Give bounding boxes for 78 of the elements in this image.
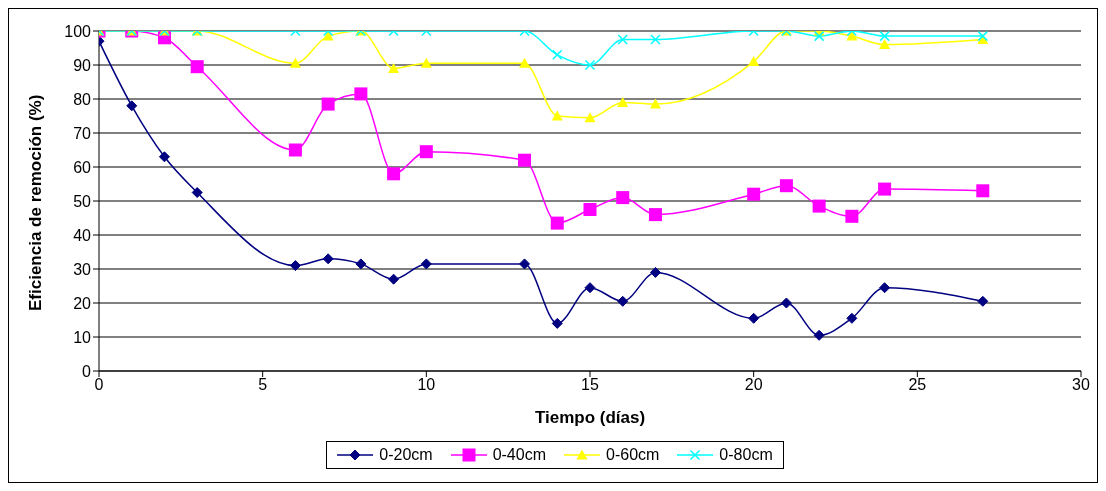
- point: [387, 167, 401, 181]
- point: [748, 312, 760, 324]
- point: [158, 151, 170, 163]
- point: [812, 199, 826, 213]
- y-tick-label: 30: [73, 260, 92, 278]
- y-tick-label: 90: [73, 56, 92, 74]
- x-axis-title: Tiempo (días): [534, 408, 646, 427]
- point: [878, 182, 892, 196]
- y-tick-label: 0: [82, 362, 92, 380]
- point: [519, 258, 531, 270]
- point: [583, 203, 597, 216]
- point: [846, 312, 858, 324]
- point: [354, 87, 368, 101]
- point: [584, 59, 596, 71]
- x-tick-label: 0: [94, 376, 104, 394]
- point: [419, 145, 433, 159]
- point: [552, 49, 563, 61]
- legend-label: 0-80cm: [719, 446, 773, 464]
- point: [288, 143, 302, 157]
- x-tick-label: 5: [258, 376, 268, 394]
- legend-label: 0-60cm: [606, 446, 660, 464]
- point: [289, 57, 301, 68]
- point: [747, 187, 761, 201]
- point: [388, 273, 400, 285]
- point: [617, 295, 629, 307]
- point: [845, 209, 859, 223]
- point: [813, 31, 825, 42]
- point: [126, 100, 138, 112]
- point: [388, 62, 400, 73]
- point: [322, 253, 334, 265]
- x-tick-label: 30: [1072, 376, 1090, 394]
- y-tick-label: 20: [73, 294, 92, 312]
- legend-label: 0-20cm: [379, 446, 433, 464]
- x-tick-label: 25: [908, 376, 927, 394]
- point: [617, 34, 628, 45]
- point: [879, 31, 890, 42]
- point: [322, 31, 334, 41]
- point: [813, 329, 825, 341]
- point: [779, 179, 793, 193]
- point: [551, 317, 563, 329]
- point: [846, 31, 858, 41]
- point: [550, 216, 564, 230]
- x-tick-label: 10: [417, 376, 436, 394]
- point: [649, 266, 661, 278]
- point: [617, 96, 629, 107]
- y-tick-label: 10: [73, 328, 92, 346]
- point: [976, 184, 990, 198]
- point: [355, 258, 367, 270]
- point: [191, 187, 203, 198]
- point: [748, 56, 760, 67]
- y-tick-label: 60: [73, 158, 92, 176]
- y-tick-label: 70: [73, 124, 92, 142]
- y-tick-label: 50: [73, 192, 92, 210]
- point: [190, 60, 204, 74]
- x-tick-label: 15: [581, 376, 599, 394]
- point: [321, 97, 335, 111]
- point: [879, 39, 891, 50]
- point: [977, 295, 989, 307]
- y-tick-label: 80: [73, 90, 92, 108]
- point: [649, 98, 661, 109]
- point: [551, 110, 563, 121]
- point: [616, 191, 630, 205]
- point: [519, 57, 531, 68]
- y-tick-label: 100: [64, 22, 92, 40]
- point: [518, 153, 532, 167]
- y-axis-title: Eficiencia de remoción (%): [26, 94, 46, 311]
- point: [289, 260, 301, 272]
- point: [584, 112, 596, 123]
- legend-label: 0-40cm: [492, 446, 546, 464]
- point: [420, 258, 432, 270]
- point: [584, 282, 596, 294]
- point: [650, 34, 661, 45]
- point: [420, 57, 432, 68]
- x-tick-label: 20: [744, 376, 763, 394]
- y-tick-label: 40: [73, 226, 92, 244]
- point: [648, 208, 662, 222]
- point: [879, 282, 891, 294]
- point: [780, 297, 792, 309]
